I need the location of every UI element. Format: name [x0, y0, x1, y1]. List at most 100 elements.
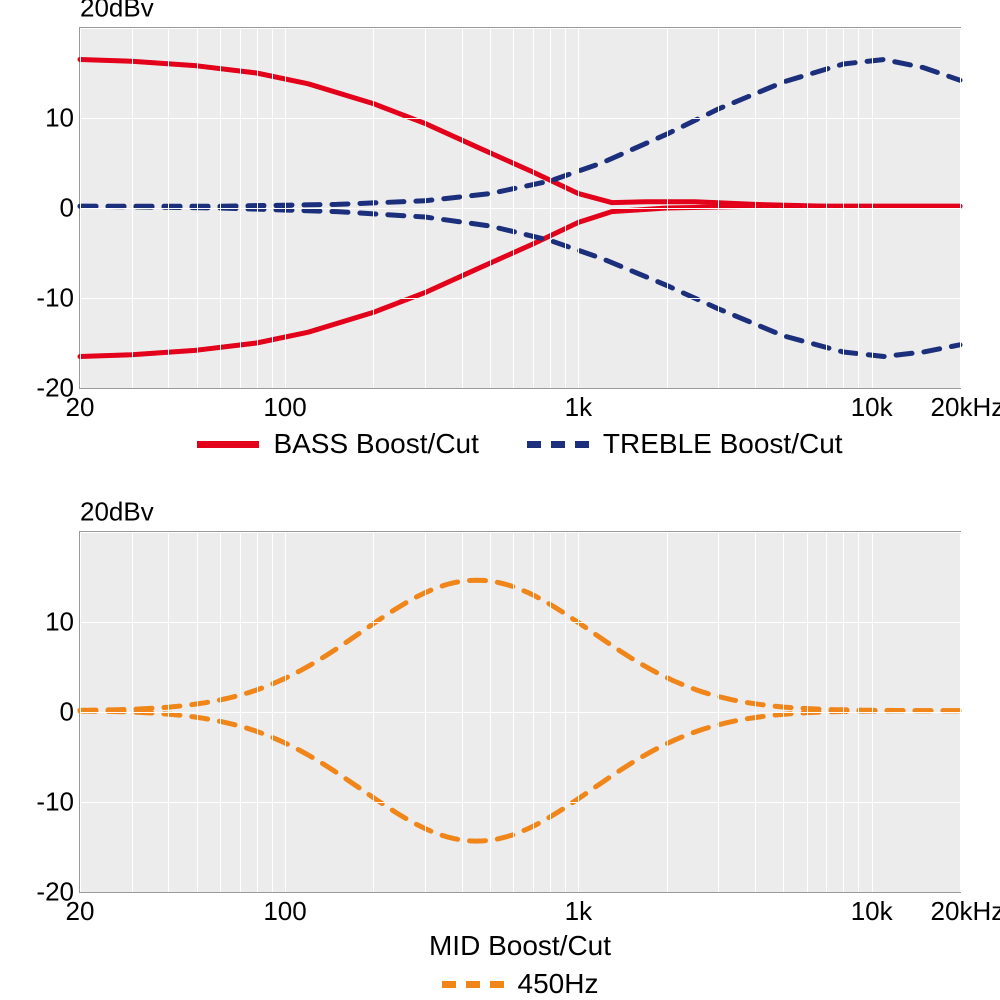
gridline-v: [667, 28, 668, 388]
gridline-v: [578, 28, 579, 388]
page: 201001k10k20kHz100-10-2020dBv BASS Boost…: [0, 0, 1000, 1000]
gridline-h: [80, 532, 960, 533]
gridline-v: [272, 28, 273, 388]
gridline-h: [80, 28, 960, 29]
gridline-v: [132, 28, 133, 388]
gridline-v: [843, 28, 844, 388]
gridline-v: [533, 28, 534, 388]
chart2-caption: MID Boost/Cut: [80, 930, 960, 962]
gridline-v: [257, 28, 258, 388]
gridline-v: [843, 532, 844, 892]
chart-mid: 201001k10k20kHz100-10-2020dBv MID Boost/…: [80, 532, 960, 1000]
gridline-v: [220, 28, 221, 388]
gridline-v: [755, 532, 756, 892]
gridline-v: [667, 532, 668, 892]
legend-1: BASS Boost/Cut TREBLE Boost/Cut: [80, 428, 960, 460]
gridline-v: [240, 532, 241, 892]
legend-item: BASS Boost/Cut: [197, 428, 478, 460]
curve-treble_cut: [80, 206, 960, 356]
gridline-v: [783, 532, 784, 892]
plot-area-1: 201001k10k20kHz100-10-2020dBv: [80, 28, 960, 388]
gridline-v: [783, 28, 784, 388]
curve-bass_cut: [80, 206, 960, 356]
gridline-h: [80, 712, 960, 713]
y-tick-label: 10: [45, 103, 74, 134]
gridline-v: [285, 28, 286, 388]
x-tick-label: 1k: [565, 896, 592, 927]
y-tick-label: -20: [36, 877, 74, 908]
gridline-v: [257, 532, 258, 892]
gridline-v: [462, 532, 463, 892]
gridline-v: [565, 28, 566, 388]
gridline-v: [533, 532, 534, 892]
y-tick-label: 0: [60, 697, 74, 728]
legend-item: TREBLE Boost/Cut: [527, 428, 843, 460]
x-tick-label: 100: [263, 896, 306, 927]
gridline-v: [807, 532, 808, 892]
gridline-v: [197, 28, 198, 388]
gridline-v: [80, 532, 81, 892]
gridline-v: [960, 532, 961, 892]
x-tick-label: 100: [263, 392, 306, 423]
gridline-v: [132, 532, 133, 892]
x-tick-label: 20kHz: [931, 896, 1000, 927]
gridline-v: [373, 28, 374, 388]
gridline-v: [490, 28, 491, 388]
chart-bass-treble: 201001k10k20kHz100-10-2020dBv BASS Boost…: [80, 28, 960, 460]
legend-label: BASS Boost/Cut: [273, 428, 478, 460]
y-tick-label: -10: [36, 787, 74, 818]
x-tick-label: 10k: [851, 392, 893, 423]
gridline-h: [80, 298, 960, 299]
gridline-v: [550, 28, 551, 388]
y-top-label: 20dBv: [80, 0, 154, 23]
y-top-label: 20dBv: [80, 496, 154, 527]
gridline-v: [220, 532, 221, 892]
y-tick-label: -20: [36, 373, 74, 404]
gridline-v: [373, 532, 374, 892]
gridline-v: [826, 28, 827, 388]
legend-swatch: [442, 981, 504, 988]
gridline-v: [425, 532, 426, 892]
legend-label: TREBLE Boost/Cut: [603, 428, 843, 460]
gridline-v: [425, 28, 426, 388]
gridline-v: [80, 28, 81, 388]
gridline-v: [826, 532, 827, 892]
gridline-v: [550, 532, 551, 892]
gridline-v: [462, 28, 463, 388]
gridline-v: [197, 532, 198, 892]
y-tick-label: 0: [60, 193, 74, 224]
gridline-v: [858, 28, 859, 388]
gridline-v: [168, 532, 169, 892]
legend-2: 450Hz: [80, 968, 960, 1000]
curve-mid-cut: [80, 711, 960, 841]
legend-item: 450Hz: [442, 968, 599, 1000]
gridline-v: [755, 28, 756, 388]
gridline-v: [240, 28, 241, 388]
gridline-v: [960, 28, 961, 388]
gridline-v: [807, 28, 808, 388]
gridline-v: [168, 28, 169, 388]
gridline-v: [858, 532, 859, 892]
gridline-v: [272, 532, 273, 892]
legend-label: 450Hz: [518, 968, 599, 1000]
curve-treble_boost: [80, 60, 960, 207]
curve-bass_boost: [80, 60, 960, 207]
gridline-v: [490, 532, 491, 892]
gridline-v: [718, 532, 719, 892]
legend-swatch: [197, 441, 259, 448]
gridline-v: [872, 28, 873, 388]
gridline-v: [513, 28, 514, 388]
plot-area-2: 201001k10k20kHz100-10-2020dBv: [80, 532, 960, 892]
x-tick-label: 10k: [851, 896, 893, 927]
gridline-h: [80, 802, 960, 803]
gridline-v: [872, 532, 873, 892]
gridline-v: [565, 532, 566, 892]
gridline-v: [718, 28, 719, 388]
x-tick-label: 20kHz: [931, 392, 1000, 423]
gridline-h: [80, 118, 960, 119]
legend-swatch: [527, 441, 589, 448]
gridline-h: [80, 208, 960, 209]
y-tick-label: -10: [36, 283, 74, 314]
curve-mid-boost: [80, 580, 960, 710]
y-tick-label: 10: [45, 607, 74, 638]
